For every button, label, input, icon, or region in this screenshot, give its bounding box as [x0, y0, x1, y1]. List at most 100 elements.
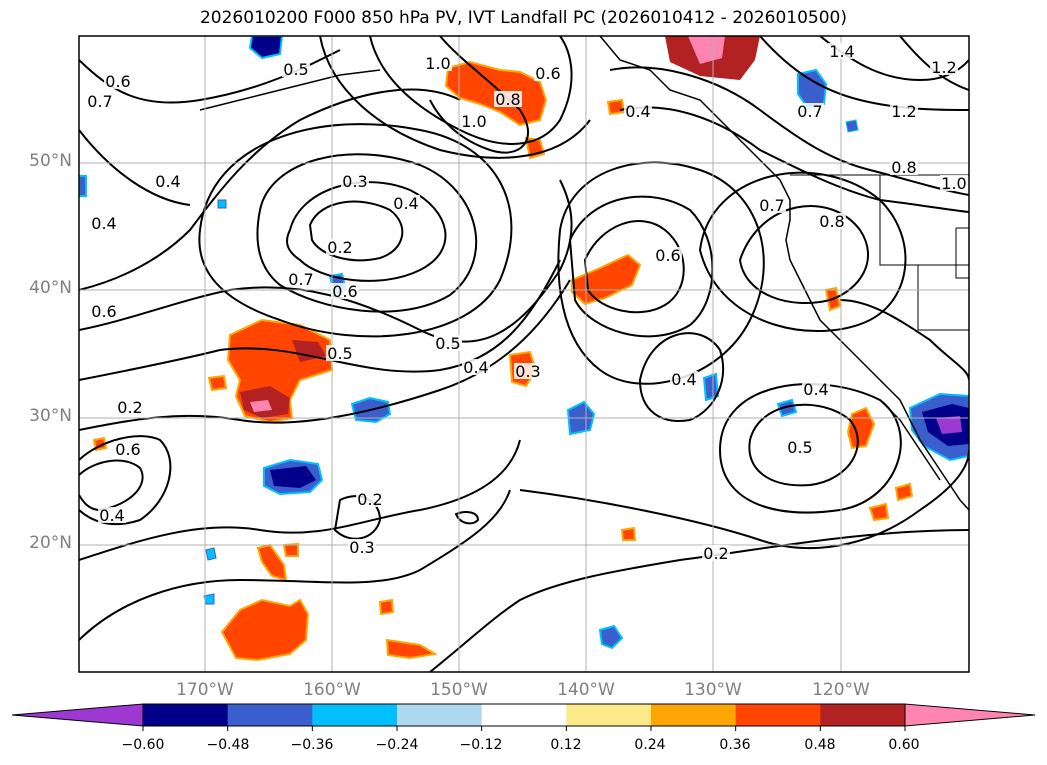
contour-label-bg [818, 213, 846, 229]
contour-line [79, 435, 172, 526]
contour-label: 0.7 [797, 102, 822, 121]
anomaly-blob [270, 466, 316, 488]
contour-label: 0.4 [155, 172, 180, 191]
contour-label-bg [424, 55, 452, 71]
lon-label: 150°W [430, 680, 488, 700]
contour-label: 0.8 [819, 212, 844, 231]
colorbar-segment [735, 704, 821, 726]
contour-line [79, 179, 573, 343]
contour-labels: 0.50.70.60.40.41.01.00.80.60.4 0.71.41.21… [86, 42, 968, 563]
anomaly-blob [207, 374, 228, 392]
anomaly-blob [598, 624, 624, 650]
contour-label: 0.6 [332, 282, 357, 301]
anomaly-blob [606, 98, 626, 116]
contour-label-bg [434, 335, 462, 351]
contour-label: 0.6 [535, 64, 560, 83]
anomaly-blob [205, 547, 217, 561]
contour-label-bg [356, 491, 384, 507]
contour-label-bg [670, 371, 698, 387]
contour-label-bg [326, 345, 354, 361]
coastline [879, 399, 941, 481]
contour-label: 0.8 [495, 90, 520, 109]
lat-label: 40°N [29, 278, 72, 298]
contour-label-bg [90, 303, 118, 319]
anomaly-blob [217, 199, 227, 209]
contour-label: 0.4 [463, 358, 488, 377]
contour-label-bg [534, 65, 562, 81]
contour-label-bg [104, 73, 132, 89]
contour-label-bg [154, 173, 182, 189]
contour-line [609, 66, 969, 196]
map-frame [78, 35, 970, 673]
contour-label: 0.6 [115, 440, 140, 459]
contour-label: 0.3 [342, 172, 367, 191]
anomaly-blob [868, 502, 890, 522]
colorbar-segment [481, 704, 567, 726]
anomaly-blob [894, 482, 914, 502]
contour-label-bg [758, 197, 786, 213]
contour-label-bg [702, 545, 730, 561]
contour-line [429, 529, 969, 672]
lon-label: 170°W [176, 680, 234, 700]
contour-label-bg [624, 103, 652, 119]
coastline [599, 36, 969, 511]
contour-label: 1.0 [941, 174, 966, 193]
contour-label: 0.4 [803, 380, 828, 399]
contour-line [79, 459, 144, 512]
contour-label: 0.5 [327, 344, 352, 363]
colorbar-tick-label: −0.12 [459, 737, 503, 753]
contour-label: 0.4 [625, 102, 650, 121]
lon-label: 120°W [812, 680, 870, 700]
lon-label: 160°W [303, 680, 361, 700]
contour-label: 0.8 [891, 158, 916, 177]
contour-label: 0.5 [283, 60, 308, 79]
contour-line [519, 449, 969, 550]
contour-label-bg [392, 195, 420, 211]
contour-label: 0.2 [357, 490, 382, 509]
colorbar-extend-low [11, 703, 144, 727]
contour-label: 0.6 [105, 72, 130, 91]
contour-label: 0.2 [117, 398, 142, 417]
contour-label-bg [462, 359, 490, 375]
contour-label-bg [940, 175, 968, 191]
anomaly-blob [378, 598, 395, 616]
contour-label: 0.5 [787, 438, 812, 457]
anomaly-blob [385, 638, 438, 660]
contour-label-bg [348, 539, 376, 555]
positive-anomaly-regions [92, 36, 914, 662]
contour-line [759, 36, 969, 111]
contour-line [638, 332, 725, 422]
anomaly-blob [220, 598, 310, 662]
contour-label: 1.2 [891, 102, 916, 121]
colorbar-frame [142, 703, 906, 727]
contour-label-bg [86, 93, 114, 109]
contour-label-bg [116, 399, 144, 415]
colorbar-tick-label: 0.60 [888, 737, 920, 753]
lon-label: 140°W [557, 680, 615, 700]
anomaly-blob [845, 119, 859, 133]
contour-label-bg [90, 215, 118, 231]
contour-line [619, 106, 969, 213]
graticule [79, 36, 969, 672]
colorbar-segment [397, 704, 483, 726]
anomaly-blob [776, 398, 798, 418]
contour-label-bg [514, 363, 542, 379]
contour-label: 0.7 [759, 196, 784, 215]
contour-label: 0.4 [91, 214, 116, 233]
contour-label: 0.4 [393, 194, 418, 213]
contour-label-bg [786, 439, 814, 455]
contour-line [718, 383, 902, 514]
contour-label-bg [287, 271, 315, 287]
contour-label-bg [114, 441, 142, 457]
contour-label: 1.0 [425, 54, 450, 73]
colorbar-tick-label: 0.12 [550, 737, 582, 753]
contour-line [454, 511, 480, 525]
contour-label: 0.3 [515, 362, 540, 381]
state-border [790, 174, 969, 331]
anomaly-blob [702, 372, 720, 402]
contour-label: 0.5 [435, 334, 460, 353]
anomaly-blob [248, 36, 284, 60]
contour-line [79, 439, 521, 561]
colorbar-tick-label: 0.36 [719, 737, 751, 753]
contour-label-bg [326, 239, 354, 255]
